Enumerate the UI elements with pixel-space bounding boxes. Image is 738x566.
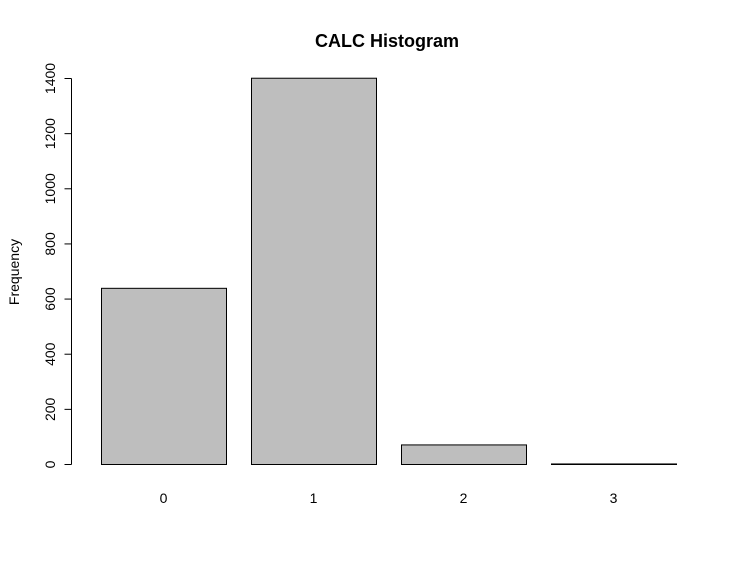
y-tick-label: 400: [42, 342, 58, 366]
y-axis-label: Frequency: [6, 239, 22, 305]
chart-title: CALC Histogram: [315, 31, 459, 51]
bar-2: [401, 444, 527, 465]
y-tick-label: 800: [42, 232, 58, 256]
x-tick-label: 3: [610, 490, 618, 506]
y-tick-label: 600: [42, 287, 58, 311]
x-axis-labels: 0 1 2 3: [160, 490, 618, 506]
y-tick-label: 200: [42, 397, 58, 421]
x-tick-label: 0: [160, 490, 168, 506]
y-axis: 0 200 400 600 800 1000 1200 1400: [42, 63, 72, 468]
y-tick-label: 1000: [42, 173, 58, 204]
y-tick-label: 1200: [42, 118, 58, 149]
bar-3: [551, 463, 677, 466]
bar-1: [251, 77, 377, 466]
x-tick-label: 2: [460, 490, 468, 506]
x-tick-label: 1: [310, 490, 318, 506]
bars-group: [101, 77, 677, 466]
y-tick-label: 1400: [42, 63, 58, 94]
y-tick-label: 0: [42, 460, 58, 468]
bar-0: [101, 287, 227, 465]
